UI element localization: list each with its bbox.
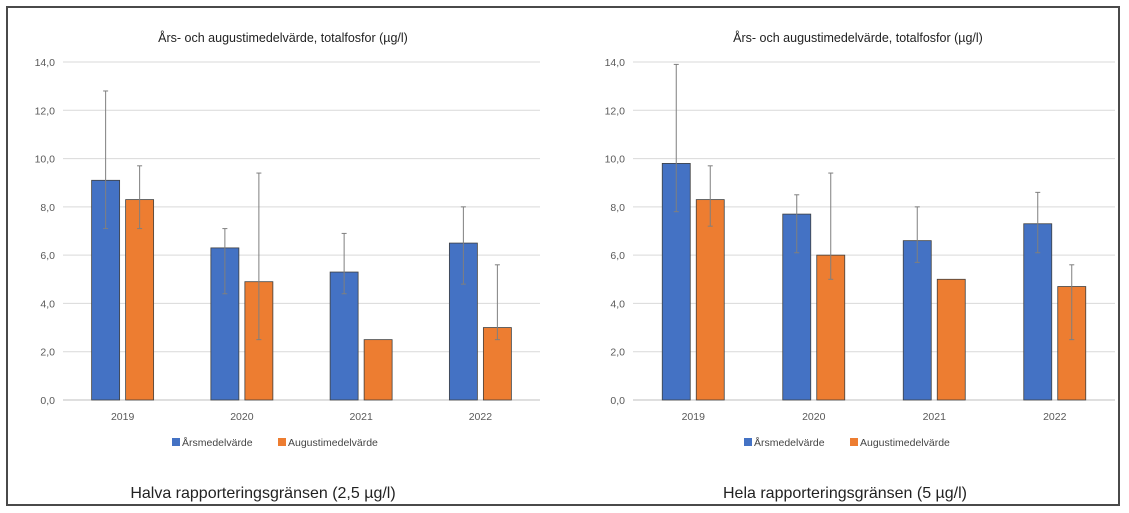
- y-tick-label: 4,0: [40, 298, 55, 310]
- y-tick-label: 8,0: [610, 202, 625, 214]
- y-tick-label: 10,0: [605, 154, 626, 166]
- panel-caption: Halva rapporteringsgränsen (2,5 µg/l): [130, 485, 395, 502]
- bar-augustimedelvarde-2022: [482, 327, 512, 401]
- y-tick-label: 6,0: [40, 250, 55, 262]
- x-tick-label: 2021: [349, 411, 373, 423]
- bar-augustimedelvarde-2021: [363, 339, 393, 401]
- x-tick-label: 2022: [1043, 411, 1067, 423]
- legend-swatch: [278, 438, 286, 446]
- y-tick-label: 12,0: [35, 105, 56, 117]
- figure-frame: [6, 6, 1120, 506]
- bar-arsmedelvarde-2021: [329, 271, 359, 401]
- bar-augustimedelvarde-2019: [125, 199, 155, 401]
- x-tick-label: 2020: [230, 411, 254, 423]
- legend-swatch: [172, 438, 180, 446]
- y-tick-label: 12,0: [605, 105, 626, 117]
- chart-panel-2: Års- och augustimedelvärde, totalfosfor …: [605, 30, 1115, 502]
- x-tick-label: 2019: [682, 411, 706, 423]
- legend-swatch: [850, 438, 858, 446]
- chart-title: Års- och augustimedelvärde, totalfosfor …: [733, 30, 983, 45]
- x-tick-label: 2022: [469, 411, 493, 423]
- legend-label: Årsmedelvärde: [754, 436, 825, 449]
- panel-caption: Hela rapporteringsgränsen (5 µg/l): [723, 485, 967, 502]
- bar-augustimedelvarde-2021: [936, 278, 966, 401]
- chart-title: Års- och augustimedelvärde, totalfosfor …: [158, 30, 408, 45]
- x-tick-label: 2021: [923, 411, 947, 423]
- y-tick-label: 14,0: [35, 57, 56, 69]
- x-tick-label: 2020: [802, 411, 826, 423]
- y-tick-label: 2,0: [610, 347, 625, 359]
- bar-augustimedelvarde-2019: [695, 199, 725, 401]
- bar-arsmedelvarde-2021: [902, 240, 932, 401]
- legend-label: Augustimedelvärde: [860, 437, 950, 449]
- y-tick-label: 0,0: [40, 395, 55, 407]
- y-tick-label: 8,0: [40, 202, 55, 214]
- y-tick-label: 4,0: [610, 298, 625, 310]
- y-tick-label: 2,0: [40, 347, 55, 359]
- y-tick-label: 0,0: [610, 395, 625, 407]
- x-tick-label: 2019: [111, 411, 135, 423]
- legend-label: Årsmedelvärde: [182, 436, 253, 449]
- legend-label: Augustimedelvärde: [288, 437, 378, 449]
- y-tick-label: 6,0: [610, 250, 625, 262]
- legend-swatch: [744, 438, 752, 446]
- y-tick-label: 14,0: [605, 57, 626, 69]
- chart-panel-1: Års- och augustimedelvärde, totalfosfor …: [35, 30, 540, 502]
- y-tick-label: 10,0: [35, 154, 56, 166]
